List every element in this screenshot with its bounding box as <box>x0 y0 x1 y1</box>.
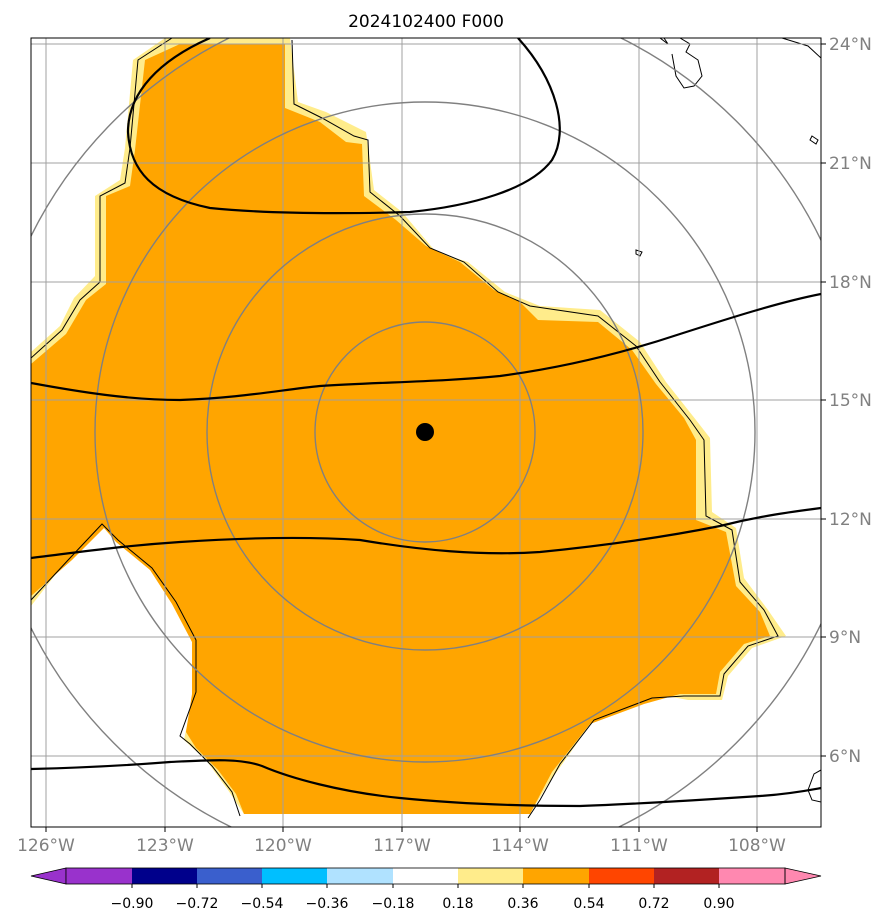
colorbar-segment <box>654 868 719 884</box>
colorbar-label: −0.36 <box>306 896 349 912</box>
contour-lines <box>31 38 821 808</box>
coastlines <box>31 38 821 819</box>
map-frame <box>30 37 822 828</box>
lat-label: 12°N <box>829 510 872 530</box>
lon-label: 111°W <box>610 836 668 856</box>
lat-label: 21°N <box>829 154 872 174</box>
lon-label: 114°W <box>491 836 549 856</box>
lat-label: 24°N <box>829 35 872 55</box>
colorbar-segment <box>66 868 132 884</box>
colorbar-label: 0.18 <box>442 896 473 912</box>
colorbar: −0.90 −0.72 −0.54 −0.36 −0.18 0.18 0.36 … <box>30 867 822 912</box>
map-area <box>31 38 821 827</box>
colorbar-segment <box>197 868 262 884</box>
lat-label: 9°N <box>829 628 861 648</box>
lat-label: 15°N <box>829 391 872 411</box>
colorbar-label: 0.90 <box>703 896 734 912</box>
colorbar-label: −0.54 <box>241 896 284 912</box>
range-rings <box>31 38 821 827</box>
colorbar-label: 0.54 <box>573 896 604 912</box>
colorbar-segment <box>523 868 589 884</box>
anomaly-main-fill <box>31 44 770 814</box>
lon-label: 120°W <box>254 836 312 856</box>
colorbar-segment <box>458 868 523 884</box>
lon-label: 117°W <box>373 836 431 856</box>
colorbar-segment <box>262 868 327 884</box>
lon-label: 108°W <box>728 836 786 856</box>
colorbar-label: 0.72 <box>638 896 669 912</box>
map-title: 2024102400 F000 <box>348 12 504 32</box>
storm-center-marker <box>416 423 434 441</box>
colorbar-label: −0.72 <box>176 896 219 912</box>
colorbar-segment <box>589 868 654 884</box>
colorbar-label: −0.18 <box>372 896 415 912</box>
lon-label: 123°W <box>136 836 194 856</box>
colorbar-segment <box>327 868 393 884</box>
colorbar-segment <box>132 868 197 884</box>
latitude-labels: 24°N 21°N 18°N 15°N 12°N 9°N 6°N <box>829 35 872 767</box>
lon-label: 126°W <box>17 836 75 856</box>
lat-label: 18°N <box>829 273 872 293</box>
colorbar-label: −0.90 <box>111 896 154 912</box>
tick-marks <box>45 43 826 832</box>
longitude-labels: 126°W 123°W 120°W 117°W 114°W 111°W 108°… <box>17 836 786 856</box>
colorbar-segment <box>393 868 458 884</box>
colorbar-frame <box>65 867 786 885</box>
colorbar-segment <box>719 868 785 884</box>
colorbar-extend-right <box>784 867 822 885</box>
colorbar-label: 0.36 <box>507 896 538 912</box>
colorbar-extend-left <box>30 867 67 885</box>
lat-label: 6°N <box>829 747 861 767</box>
